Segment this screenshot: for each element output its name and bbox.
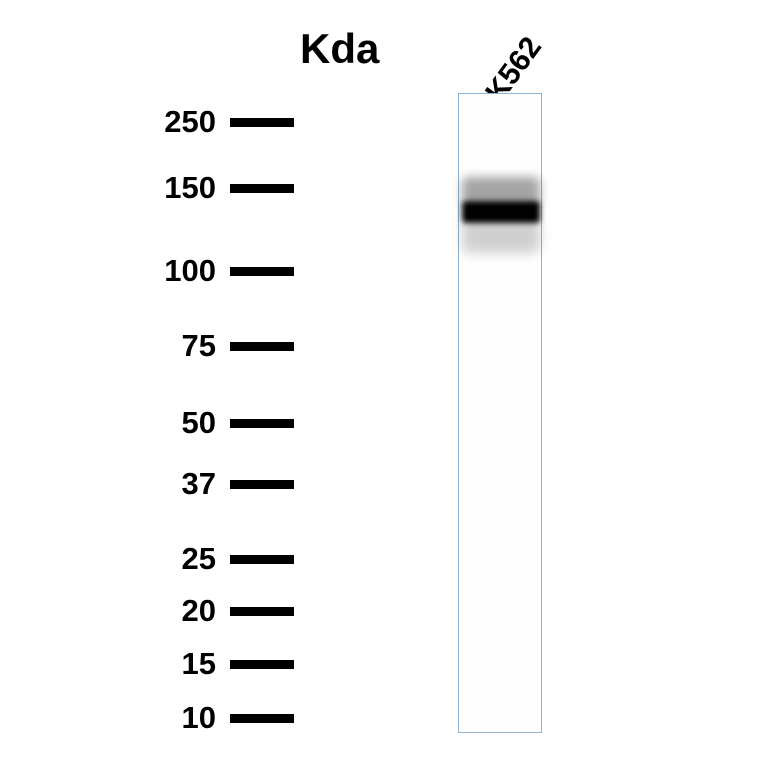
western-blot-figure: Kda K562 25015010075503725201510 <box>0 0 764 764</box>
ladder-tick-label: 15 <box>136 646 216 682</box>
ladder-tick-label: 50 <box>136 405 216 441</box>
ladder-tick <box>230 714 294 723</box>
ladder-tick-label: 100 <box>136 253 216 289</box>
ladder-tick-label: 150 <box>136 170 216 206</box>
ladder-tick-label: 20 <box>136 593 216 629</box>
ladder-tick <box>230 184 294 193</box>
ladder-tick-label: 10 <box>136 700 216 736</box>
ladder-tick <box>230 480 294 489</box>
ladder-tick-label: 250 <box>136 104 216 140</box>
yaxis-unit-title: Kda <box>300 25 379 73</box>
ladder-tick <box>230 419 294 428</box>
ladder-tick-label: 75 <box>136 328 216 364</box>
ladder-tick-label: 37 <box>136 466 216 502</box>
ladder-tick <box>230 555 294 564</box>
ladder-tick-label: 25 <box>136 541 216 577</box>
ladder-tick <box>230 342 294 351</box>
ladder-tick <box>230 660 294 669</box>
ladder-tick <box>230 118 294 127</box>
blot-lane <box>458 93 542 733</box>
ladder-tick <box>230 607 294 616</box>
protein-band-smear-bottom <box>462 217 540 253</box>
ladder-tick <box>230 267 294 276</box>
